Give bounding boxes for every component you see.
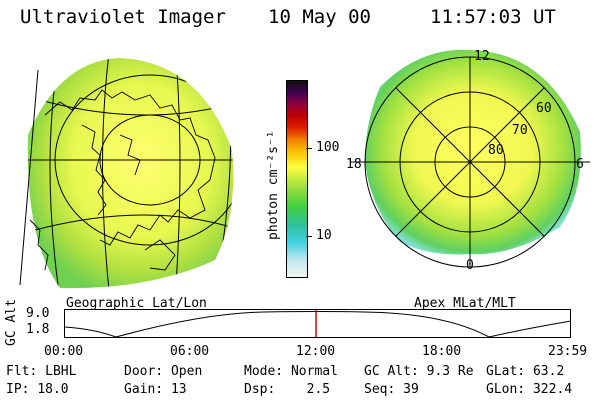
- altitude-xtick-2: 12:00: [296, 344, 336, 359]
- colorbar-tick-100: 100: [316, 140, 340, 155]
- altitude-ylabel: GC Alt: [4, 299, 19, 346]
- mlt-label-6: 6: [576, 157, 584, 172]
- altitude-curve: [64, 311, 572, 338]
- altitude-xtick-1: 06:00: [170, 344, 210, 359]
- colorbar-unit-label: photon cm⁻²s⁻¹: [266, 130, 281, 240]
- footer-door: Door: Open: [124, 364, 203, 379]
- altitude-plot: [64, 309, 572, 338]
- lat-label-70: 70: [512, 123, 528, 138]
- polar-grid: [350, 56, 590, 268]
- left-panel-caption: Geographic Lat/Lon: [66, 296, 207, 311]
- instrument-title: Ultraviolet Imager: [20, 6, 226, 28]
- footer-flt: Flt: LBHL: [6, 364, 77, 379]
- footer-mode: Mode: Normal: [244, 364, 338, 379]
- aurora-oval: [365, 49, 581, 255]
- footer-seq: Seq: 39: [364, 382, 419, 397]
- footer-gain: Gain: 13: [124, 382, 187, 397]
- right-panel-caption: Apex MLat/MLT: [414, 296, 516, 311]
- altitude-xtick-4: 23:59: [548, 344, 588, 359]
- altitude-xtick-0: 00:00: [44, 344, 84, 359]
- colorbar-tick-10: 10: [316, 228, 332, 243]
- footer-dsp: Dsp: 2.5: [244, 382, 331, 397]
- footer-glon: GLon: 322.4: [486, 382, 573, 397]
- altitude-xtick-3: 18:00: [422, 344, 462, 359]
- geographic-image: [19, 58, 234, 289]
- mlt-label-0: 0: [466, 258, 474, 272]
- altitude-ytick-high: 9.0: [26, 306, 50, 321]
- mlt-label-18: 18: [346, 157, 362, 172]
- colorbar: [286, 80, 308, 278]
- footer-ip: IP: 18.0: [6, 382, 69, 397]
- aurora-emission: [27, 58, 234, 289]
- footer-gc-alt: GC Alt: 9.3 Re: [364, 364, 474, 379]
- polar-image: 12 18 6 0 60 70 80: [346, 49, 590, 272]
- image-time: 11:57:03 UT: [430, 6, 556, 28]
- lat-label-60: 60: [536, 101, 552, 116]
- footer-glat: GLat: 63.2: [486, 364, 565, 379]
- coastlines: [29, 89, 216, 271]
- mlt-label-12: 12: [474, 49, 490, 64]
- lat-label-80: 80: [488, 143, 504, 158]
- altitude-ytick-low: 1.8: [26, 322, 50, 337]
- image-date: 10 May 00: [268, 6, 371, 28]
